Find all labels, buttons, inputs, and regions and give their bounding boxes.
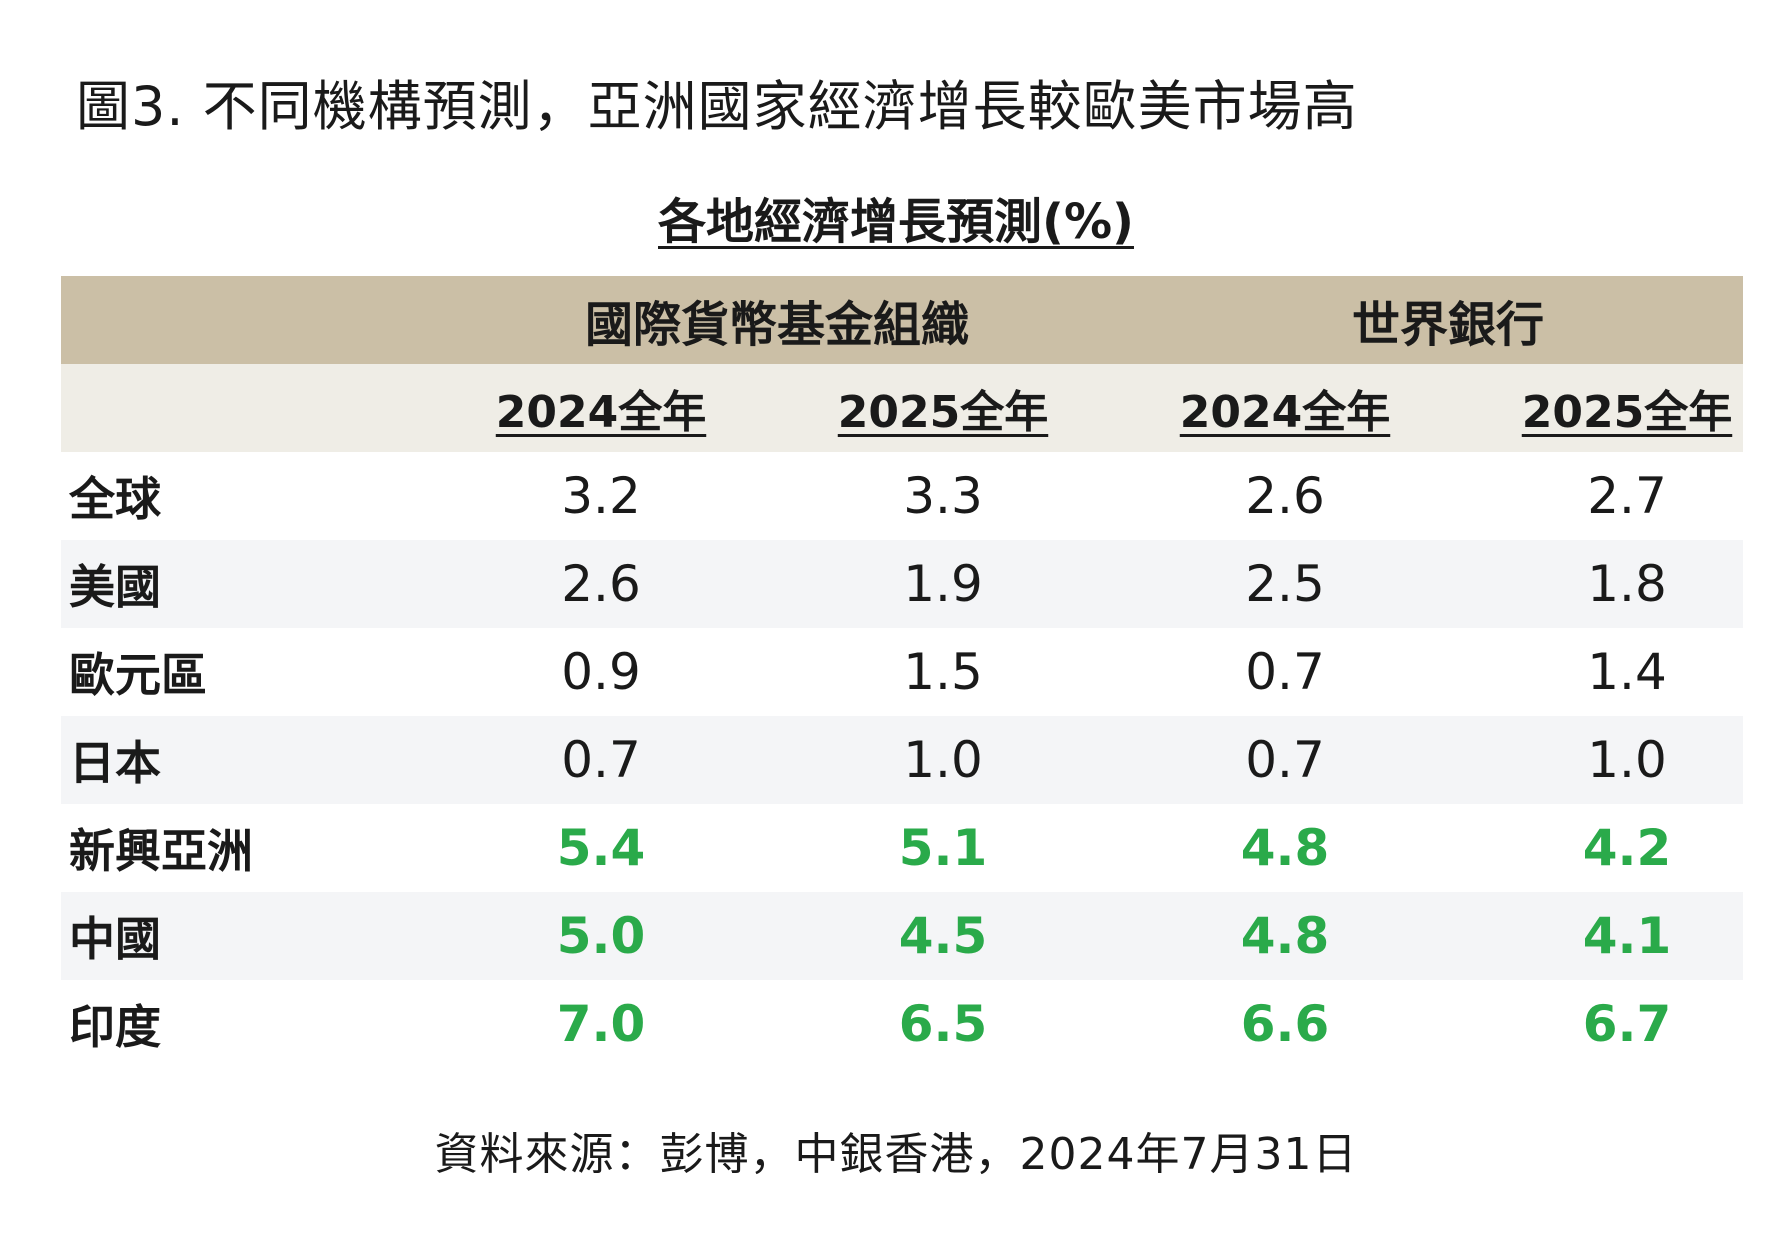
value-cell: 4.2 (1582, 819, 1672, 877)
value-cell: 1.0 (1587, 731, 1667, 789)
row-label: 新興亞洲 (69, 824, 253, 878)
value-cell: 4.1 (1582, 907, 1672, 965)
value-cell: 0.9 (561, 643, 641, 701)
value-cell: 5.4 (556, 819, 646, 877)
value-cell: 1.8 (1587, 555, 1667, 613)
table-row: 印度 7.0 6.5 6.6 6.7 (61, 980, 1743, 1068)
value-cell: 1.0 (903, 731, 983, 789)
row-label: 歐元區 (69, 648, 207, 702)
value-cell: 4.8 (1240, 907, 1330, 965)
table-body: 全球 3.2 3.3 2.6 2.7 美國 2.6 1.9 2.5 1.8 歐元區 0.9 1.5 0.7… (61, 452, 1743, 1068)
value-cell: 6.6 (1240, 995, 1330, 1053)
value-cell: 2.5 (1245, 555, 1325, 613)
table-row: 全球 3.2 3.3 2.6 2.7 (61, 452, 1743, 540)
value-cell: 0.7 (561, 731, 641, 789)
row-label: 日本 (69, 736, 161, 790)
value-cell: 7.0 (556, 995, 646, 1053)
source-note: 資料來源：彭博，中銀香港，2024年7月31日 (434, 1129, 1358, 1180)
row-label: 美國 (69, 560, 161, 614)
value-cell: 6.5 (898, 995, 988, 1053)
figure-title: 圖3. 不同機構預測，亞洲國家經濟增長較歐美市場高 (76, 75, 1358, 138)
table-row: 歐元區 0.9 1.5 0.7 1.4 (61, 628, 1743, 716)
year-header: 2024全年 (495, 387, 707, 438)
value-cell: 4.8 (1240, 819, 1330, 877)
value-cell: 5.0 (556, 907, 646, 965)
row-label: 中國 (69, 912, 161, 966)
value-cell: 2.6 (1245, 467, 1325, 525)
value-cell: 2.6 (561, 555, 641, 613)
group-header-imf: 國際貨幣基金組織 (584, 297, 969, 353)
group-header-world-bank: 世界銀行 (1351, 297, 1544, 353)
header-row-years: 2024全年 2025全年 2024全年 2025全年 (61, 364, 1743, 452)
row-label: 印度 (69, 1000, 161, 1054)
year-header: 2025全年 (1521, 387, 1733, 438)
table-title: 各地經濟增長預測(%) (0, 182, 1792, 252)
year-header: 2024全年 (1179, 387, 1391, 438)
year-header: 2025全年 (837, 387, 1049, 438)
value-cell: 3.2 (561, 467, 641, 525)
value-cell: 1.5 (903, 643, 983, 701)
value-cell: 4.5 (898, 907, 988, 965)
table-row: 日本 0.7 1.0 0.7 1.0 (61, 716, 1743, 804)
value-cell: 1.4 (1587, 643, 1667, 701)
forecast-table: 國際貨幣基金組織 世界銀行 2024全年 2025全年 2024全年 2025全… (61, 276, 1743, 1068)
value-cell: 5.1 (898, 819, 988, 877)
value-cell: 0.7 (1245, 731, 1325, 789)
table-row: 美國 2.6 1.9 2.5 1.8 (61, 540, 1743, 628)
row-label: 全球 (69, 472, 161, 526)
value-cell: 3.3 (903, 467, 983, 525)
value-cell: 1.9 (903, 555, 983, 613)
value-cell: 0.7 (1245, 643, 1325, 701)
table-row: 新興亞洲 5.4 5.1 4.8 4.2 (61, 804, 1743, 892)
table-title-text: 各地經濟增長預測(%) (658, 194, 1134, 250)
value-cell: 6.7 (1582, 995, 1672, 1053)
value-cell: 2.7 (1587, 467, 1667, 525)
header-row-groups: 國際貨幣基金組織 世界銀行 (61, 276, 1743, 364)
table-row: 中國 5.0 4.5 4.8 4.1 (61, 892, 1743, 980)
